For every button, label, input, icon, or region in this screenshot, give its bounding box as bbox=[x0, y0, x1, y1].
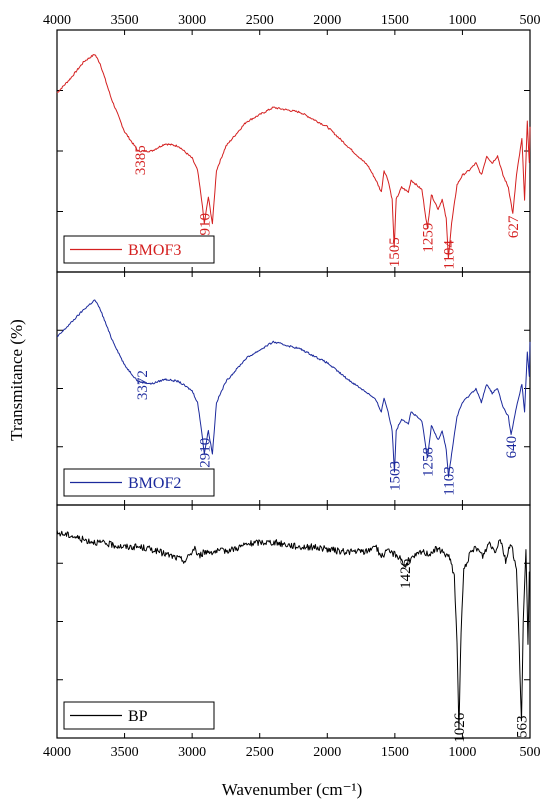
bottom-axis-tick-labels: 4000 3500 3000 2500 2000 1500 1000 500 bbox=[43, 745, 541, 760]
bottom-tick-label: 3000 bbox=[178, 745, 206, 760]
peak-label: 1258 bbox=[421, 447, 437, 477]
top-tick-label: 500 bbox=[520, 13, 541, 28]
legend-label: BMOF3 bbox=[128, 242, 181, 259]
top-tick-label: 4000 bbox=[43, 13, 71, 28]
x-axis-label: Wavenumber (cm⁻¹) bbox=[222, 780, 363, 799]
spectra-panels: 3385 2910 1505 1259 1104 627 BMOF3 3372 2910 1503… bbox=[56, 29, 531, 743]
bottom-tick-label: 3500 bbox=[111, 745, 139, 760]
peak-label: 640 bbox=[504, 436, 520, 459]
bottom-tick-label: 1500 bbox=[381, 745, 409, 760]
bottom-tick-label: 2000 bbox=[313, 745, 341, 760]
y-axis-label: Transmitance (%) bbox=[7, 319, 26, 441]
top-tick-label: 3000 bbox=[178, 13, 206, 28]
bottom-tick-label: 4000 bbox=[43, 745, 71, 760]
legend-label: BMOF2 bbox=[128, 475, 181, 492]
panel-bmof2: 3372 2910 1503 1258 1103 640 BMOF2 bbox=[56, 271, 531, 506]
peak-label: 3385 bbox=[133, 145, 149, 175]
peak-label: 2910 bbox=[197, 438, 213, 468]
peak-label: 1426 bbox=[398, 558, 414, 589]
panel-bp: 1426 1026 563 BP bbox=[56, 504, 531, 743]
spectrum-line-bmof2 bbox=[56, 299, 531, 478]
peak-label: 563 bbox=[515, 716, 531, 739]
top-tick-label: 2000 bbox=[313, 13, 341, 28]
peak-label: 627 bbox=[506, 215, 522, 238]
peak-label: 1503 bbox=[388, 461, 404, 491]
top-tick-label: 1500 bbox=[381, 13, 409, 28]
peak-label: 1505 bbox=[387, 237, 403, 267]
peak-label: 1259 bbox=[420, 223, 436, 253]
peak-label: 1104 bbox=[441, 240, 457, 270]
bottom-tick-label: 500 bbox=[520, 745, 541, 760]
top-tick-label: 1000 bbox=[448, 13, 476, 28]
peak-label: 1103 bbox=[442, 466, 458, 495]
peak-label: 3372 bbox=[135, 370, 151, 400]
top-axis-tick-labels: 4000 3500 3000 2500 2000 1500 1000 500 bbox=[43, 13, 541, 28]
top-tick-label: 3500 bbox=[111, 13, 139, 28]
bottom-tick-label: 2500 bbox=[246, 745, 274, 760]
legend-label: BP bbox=[128, 708, 148, 725]
spectrum-line-bp bbox=[56, 529, 531, 731]
spectrum-line-bmof3 bbox=[56, 54, 531, 259]
peak-label: 1026 bbox=[452, 712, 468, 743]
bottom-tick-label: 1000 bbox=[448, 745, 476, 760]
top-tick-label: 2500 bbox=[246, 13, 274, 28]
